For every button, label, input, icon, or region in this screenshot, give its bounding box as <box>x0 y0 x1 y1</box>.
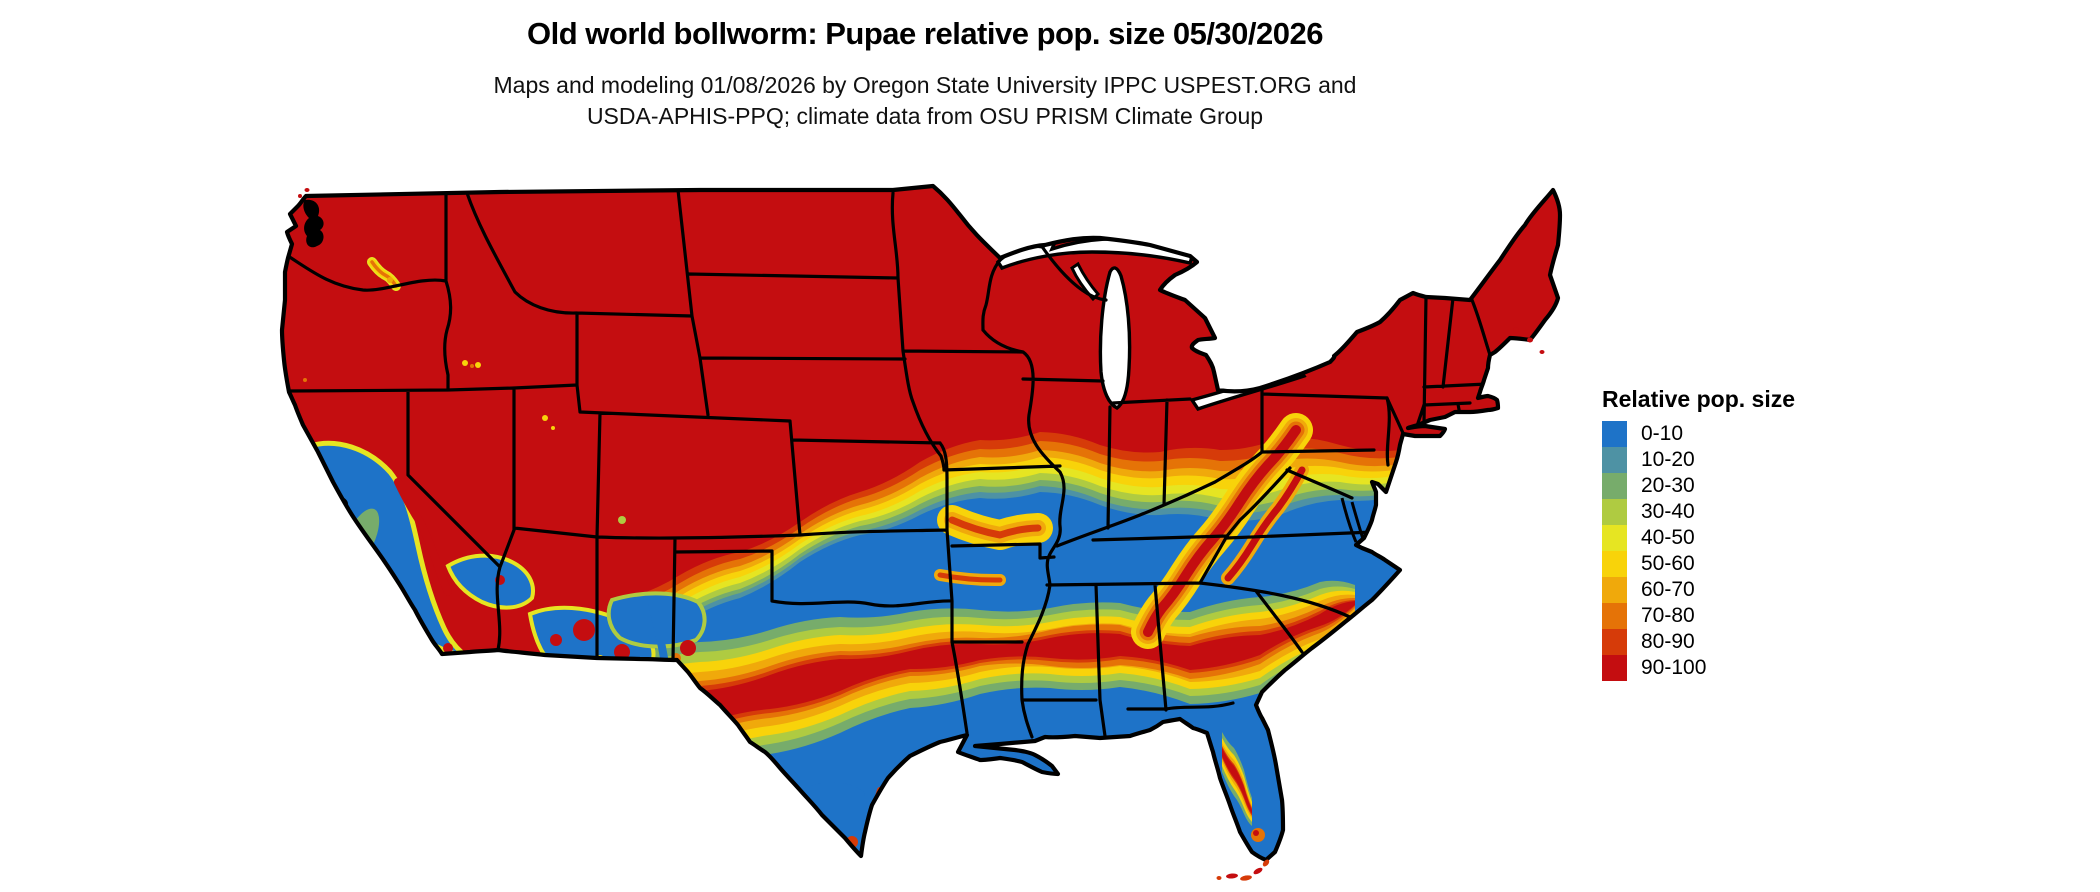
legend-swatch <box>1602 603 1627 629</box>
legend-row: 20-30 <box>1602 473 1795 499</box>
legend-swatch <box>1602 655 1627 681</box>
legend: Relative pop. size 0-10 10-20 20-30 30-4… <box>1602 386 1795 681</box>
lake-michigan <box>1098 266 1132 410</box>
subtitle-line-1: Maps and modeling 01/08/2026 by Oregon S… <box>493 72 1357 98</box>
legend-label: 20-30 <box>1641 474 1695 497</box>
legend-swatch <box>1602 551 1627 577</box>
legend-label: 30-40 <box>1641 500 1695 523</box>
legend-label: 50-60 <box>1641 552 1695 575</box>
legend-row: 60-70 <box>1602 577 1795 603</box>
legend-label: 70-80 <box>1641 604 1695 627</box>
legend-swatch <box>1602 421 1627 447</box>
puget-sound <box>303 199 324 248</box>
tampa-bay <box>1207 780 1215 791</box>
legend-label: 60-70 <box>1641 578 1695 601</box>
legend-row: 0-10 <box>1602 421 1795 447</box>
legend-swatch <box>1602 525 1627 551</box>
legend-label: 40-50 <box>1641 526 1695 549</box>
legend-row: 50-60 <box>1602 551 1795 577</box>
legend-swatch <box>1602 629 1627 655</box>
legend-row: 40-50 <box>1602 525 1795 551</box>
legend-label: 10-20 <box>1641 448 1695 471</box>
legend-row: 70-80 <box>1602 603 1795 629</box>
legend-swatch <box>1602 473 1627 499</box>
legend-row: 80-90 <box>1602 629 1795 655</box>
legend-title: Relative pop. size <box>1602 386 1796 412</box>
page-title: Old world bollworm: Pupae relative pop. … <box>527 16 1323 51</box>
legend-swatch <box>1602 447 1627 473</box>
legend-swatch <box>1602 499 1627 525</box>
legend-label: 80-90 <box>1641 630 1695 653</box>
map-subtitle: Maps and modeling 01/08/2026 by Oregon S… <box>260 70 1590 132</box>
us-map <box>255 155 1615 881</box>
subtitle-line-2: USDA-APHIS-PPQ; climate data from OSU PR… <box>586 103 1264 129</box>
offshore-features <box>298 188 1545 881</box>
legend-label: 90-100 <box>1641 656 1707 679</box>
legend-swatch <box>1602 577 1627 603</box>
legend-row: 30-40 <box>1602 499 1795 525</box>
legend-label: 0-10 <box>1641 422 1684 445</box>
state-borders <box>286 188 1492 739</box>
legend-row: 90-100 <box>1602 655 1795 681</box>
green-bay <box>1070 261 1101 302</box>
mountain-ridge-bands <box>367 257 1313 839</box>
legend-row: 10-20 <box>1602 447 1795 473</box>
